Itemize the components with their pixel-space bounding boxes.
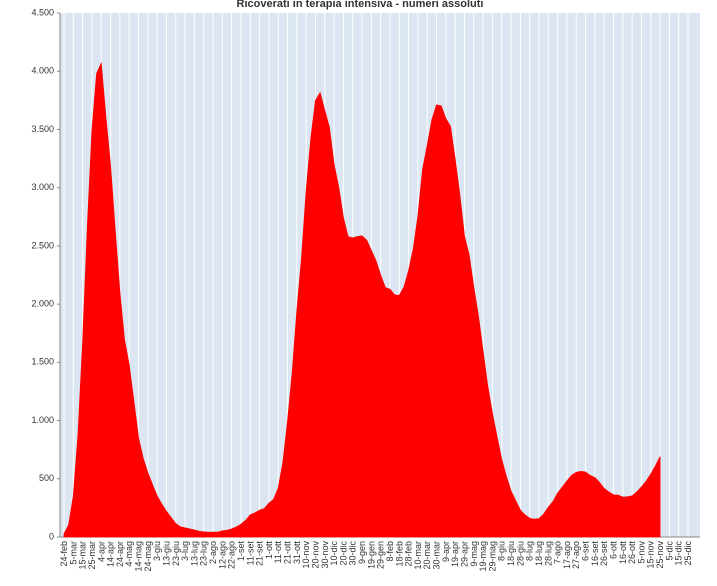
x-tick-label: 29-apr <box>459 541 469 567</box>
x-tick-label: 21-ott <box>283 541 293 565</box>
x-tick-label: 5-mar <box>68 541 78 565</box>
x-tick-label: 23-giu <box>171 541 181 566</box>
x-tick-label: 4-mag <box>124 541 134 567</box>
x-tick-label: 3-giu <box>152 541 162 561</box>
x-tick-label: 20-nov <box>310 541 320 569</box>
x-tick-label: 25-dic <box>683 541 693 566</box>
x-tick-label: 11-set <box>245 541 255 566</box>
x-tick-label: 25-nov <box>655 541 665 569</box>
x-tick-label: 30-nov <box>320 541 330 569</box>
x-tick-label: 15-mar <box>78 541 88 570</box>
x-tick-label: 5-dic <box>664 541 674 561</box>
x-tick-label: 18-lug <box>534 541 544 566</box>
x-tick-label: 30-dic <box>348 541 358 566</box>
x-tick-label: 9-apr <box>441 541 451 562</box>
x-tick-label: 24-feb <box>59 541 69 567</box>
x-tick-label: 15-nov <box>646 541 656 569</box>
x-tick-label: 19-mag <box>478 541 488 572</box>
x-tick-label: 8-lug <box>525 541 535 561</box>
x-tick-label: 5-nov <box>636 541 646 564</box>
y-tick-label: 4.500 <box>31 7 54 17</box>
x-tick-label: 26-ott <box>627 541 637 565</box>
x-tick-label: 29-mag <box>487 541 497 572</box>
x-tick-label: 15-dic <box>674 541 684 566</box>
x-tick-label: 1-set <box>236 541 246 562</box>
x-tick-label: 20-dic <box>338 541 348 566</box>
x-tick-label: 3-lug <box>180 541 190 561</box>
y-tick-label: 2.500 <box>31 240 54 250</box>
x-tick-label: 10-mar <box>413 541 423 570</box>
x-tick-label: 8-feb <box>385 541 395 562</box>
x-tick-label: 16-set <box>590 541 600 567</box>
x-tick-label: 8-giu <box>497 541 507 561</box>
x-tick-label: 27-ago <box>571 541 581 569</box>
x-tick-label: 1-ott <box>264 541 274 560</box>
x-tick-label: 13-lug <box>189 541 199 566</box>
x-tick-label: 10-nov <box>301 541 311 569</box>
y-tick-label: 2.000 <box>31 298 54 308</box>
y-tick-label: 1.500 <box>31 357 54 367</box>
x-tick-label: 6-ott <box>608 541 618 560</box>
x-tick-label: 30-mar <box>432 541 442 570</box>
x-tick-label: 31-ott <box>292 541 302 565</box>
x-tick-label: 28-giu <box>515 541 525 566</box>
y-tick-label: 500 <box>39 473 54 483</box>
x-tick-label: 26-set <box>599 541 609 567</box>
x-tick-label: 24-apr <box>115 541 125 567</box>
x-tick-label: 9-gen <box>357 541 367 564</box>
x-tick-label: 28-lug <box>543 541 553 566</box>
x-tick-label: 12-ago <box>217 541 227 569</box>
x-tick-label: 25-mar <box>87 541 97 570</box>
chart-title: Ricoverati in terapia intensiva - numeri… <box>237 0 484 10</box>
y-tick-label: 4.000 <box>31 66 54 76</box>
x-tick-label: 9-mag <box>469 541 479 567</box>
x-tick-label: 13-giu <box>161 541 171 566</box>
x-tick-label: 24-mag <box>143 541 153 572</box>
x-tick-label: 21-set <box>255 541 265 567</box>
x-tick-label: 18-giu <box>506 541 516 566</box>
x-tick-label: 17-ago <box>562 541 572 569</box>
y-tick-label: 1.000 <box>31 415 54 425</box>
x-tick-label: 20-mar <box>422 541 432 570</box>
x-tick-label: 14-apr <box>106 541 116 567</box>
x-tick-label: 18-feb <box>394 541 404 567</box>
x-tick-label: 28-feb <box>404 541 414 567</box>
x-tick-label: 29-gen <box>376 541 386 569</box>
x-tick-label: 10-dic <box>329 541 339 566</box>
x-tick-label: 2-ago <box>208 541 218 564</box>
x-tick-label: 4-apr <box>96 541 106 562</box>
x-tick-label: 19-gen <box>366 541 376 569</box>
x-tick-label: 6-set <box>581 541 591 562</box>
y-tick-label: 3.500 <box>31 124 54 134</box>
x-tick-label: 23-lug <box>199 541 209 566</box>
x-tick-label: 22-ago <box>227 541 237 569</box>
x-tick-label: 19-apr <box>450 541 460 567</box>
x-tick-label: 16-ott <box>618 541 628 565</box>
x-tick-label: 7-ago <box>553 541 563 564</box>
x-tick-label: 11-ott <box>273 541 283 564</box>
area <box>63 61 661 538</box>
y-tick-label: 3.000 <box>31 182 54 192</box>
x-tick-label: 14-mag <box>134 541 144 572</box>
y-tick-label: 0 <box>49 531 54 541</box>
